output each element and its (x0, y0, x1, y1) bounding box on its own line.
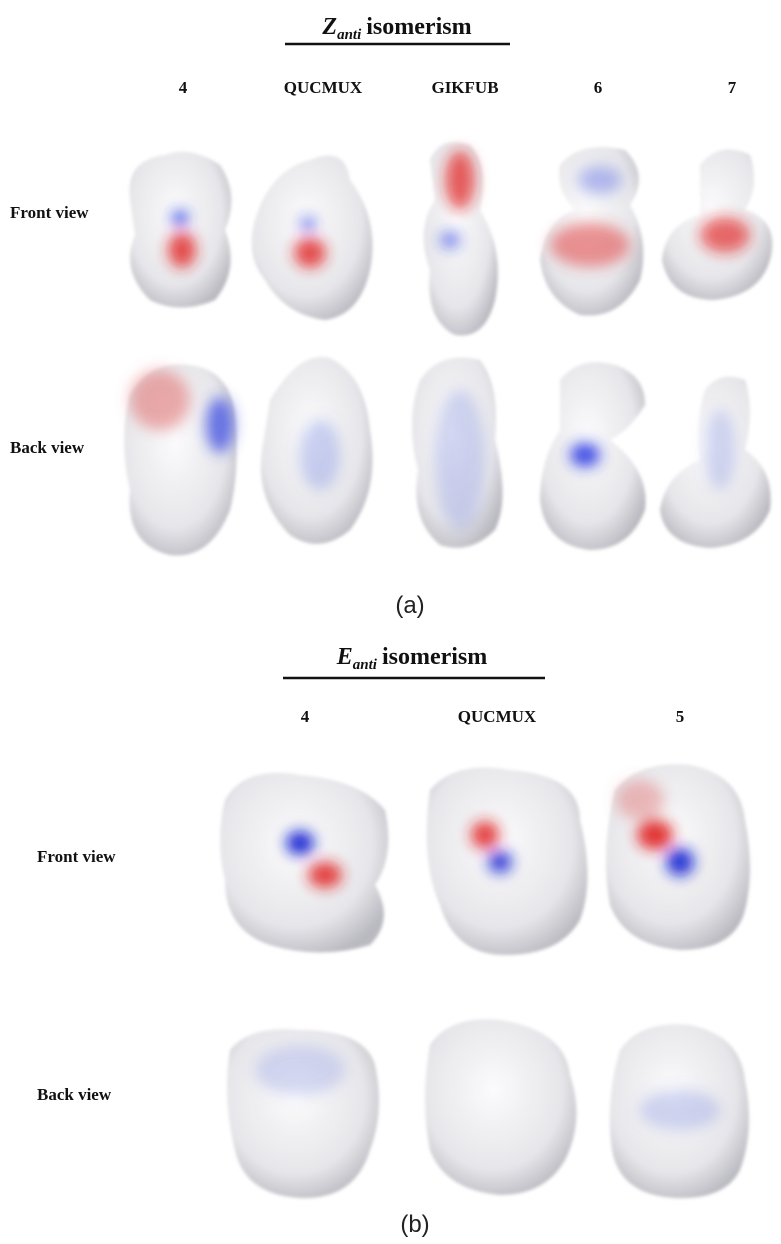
title-symbol: Z (321, 14, 337, 40)
title-text: isomerism (382, 644, 487, 670)
title-symbol: E (336, 644, 353, 670)
panel-caption: (b) (400, 1211, 429, 1238)
column-label: QUCMUX (284, 78, 363, 97)
column-label: 4 (179, 78, 188, 97)
row-label: Back view (10, 438, 85, 457)
title-subscript: anti (353, 657, 378, 673)
column-label: GIKFUB (431, 78, 498, 97)
row-label: Front view (37, 847, 116, 866)
figure: Zantiisomerism 4 QUCMUX GIKFUB 6 7 Front… (0, 0, 781, 1244)
column-label: 7 (728, 78, 737, 97)
title-subscript: anti (337, 27, 362, 43)
row-label: Back view (37, 1085, 112, 1104)
panel-caption: (a) (395, 592, 424, 619)
column-label: 4 (301, 707, 310, 726)
row-label: Front view (10, 203, 89, 222)
column-label: 5 (676, 707, 685, 726)
column-label: 6 (594, 78, 603, 97)
title-text: isomerism (366, 14, 471, 40)
column-label: QUCMUX (458, 707, 537, 726)
